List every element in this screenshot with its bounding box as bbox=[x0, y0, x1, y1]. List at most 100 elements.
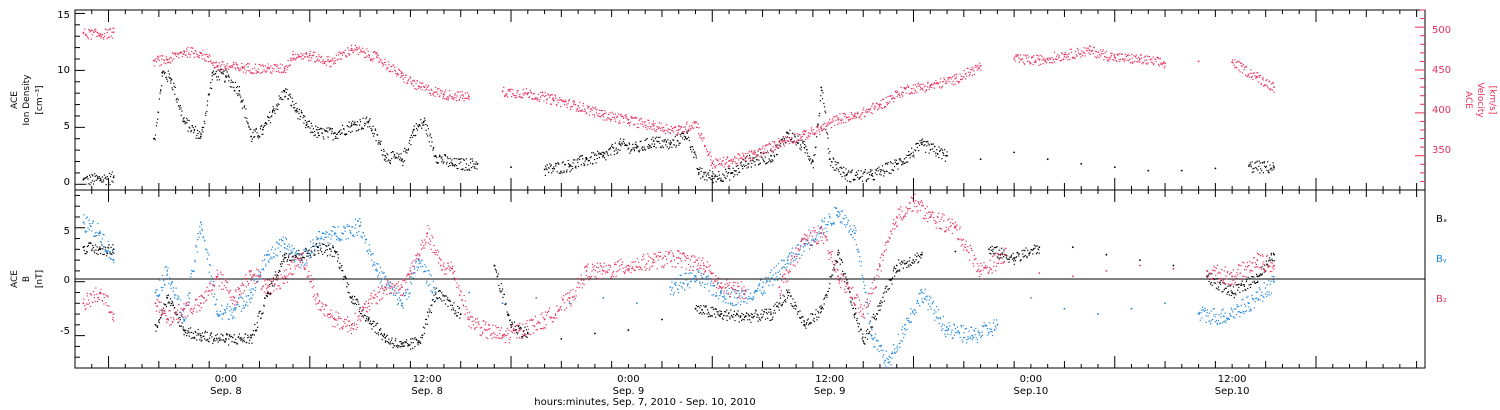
point bbox=[745, 160, 747, 162]
point bbox=[804, 144, 806, 146]
point bbox=[180, 114, 182, 116]
point bbox=[302, 256, 304, 258]
point bbox=[718, 174, 720, 176]
point bbox=[158, 59, 160, 62]
point bbox=[1240, 284, 1242, 286]
data-point bbox=[334, 250, 336, 253]
point bbox=[617, 115, 619, 117]
point bbox=[715, 308, 717, 310]
point bbox=[1234, 292, 1236, 294]
point bbox=[185, 317, 187, 319]
point bbox=[885, 291, 888, 293]
point bbox=[1144, 55, 1146, 57]
point bbox=[700, 170, 702, 172]
point bbox=[185, 54, 187, 56]
point bbox=[686, 138, 688, 140]
point bbox=[732, 167, 734, 169]
point bbox=[742, 168, 744, 170]
point bbox=[103, 253, 105, 255]
point bbox=[1067, 53, 1069, 56]
point bbox=[380, 332, 382, 335]
point bbox=[780, 146, 782, 148]
point bbox=[801, 135, 803, 137]
point bbox=[706, 150, 709, 153]
point bbox=[1140, 54, 1142, 56]
point bbox=[863, 107, 865, 109]
point bbox=[247, 337, 249, 339]
point bbox=[379, 61, 381, 63]
point bbox=[324, 61, 326, 63]
point bbox=[947, 77, 949, 79]
point bbox=[211, 79, 213, 81]
point bbox=[783, 143, 785, 145]
point bbox=[807, 137, 809, 139]
point bbox=[639, 118, 641, 120]
point bbox=[175, 312, 177, 314]
point bbox=[878, 309, 880, 312]
point bbox=[276, 66, 278, 68]
point bbox=[1106, 60, 1109, 62]
point bbox=[579, 101, 581, 103]
point bbox=[807, 135, 809, 137]
point bbox=[719, 315, 721, 317]
point bbox=[422, 334, 424, 336]
point bbox=[165, 304, 167, 306]
point bbox=[856, 173, 858, 175]
point bbox=[313, 51, 315, 53]
point bbox=[687, 130, 689, 132]
point bbox=[778, 144, 780, 147]
point bbox=[549, 163, 551, 165]
point bbox=[1133, 55, 1135, 57]
point bbox=[707, 316, 709, 318]
bottom-left-tick-minus5: -5 bbox=[60, 326, 70, 337]
point bbox=[227, 68, 230, 70]
data-point bbox=[1273, 253, 1275, 256]
point bbox=[1049, 62, 1051, 64]
point bbox=[363, 314, 365, 316]
point bbox=[298, 108, 301, 110]
point bbox=[1107, 58, 1109, 60]
point bbox=[714, 176, 716, 178]
point bbox=[669, 146, 671, 148]
point bbox=[791, 305, 793, 307]
point bbox=[447, 97, 450, 99]
point bbox=[770, 148, 772, 150]
point bbox=[886, 102, 889, 104]
data-point bbox=[241, 66, 244, 69]
point bbox=[1095, 51, 1097, 53]
point bbox=[476, 168, 478, 170]
point bbox=[327, 131, 329, 133]
point bbox=[1067, 59, 1069, 61]
point bbox=[191, 51, 193, 53]
point bbox=[757, 150, 759, 152]
point bbox=[270, 116, 272, 118]
point bbox=[284, 256, 286, 259]
point bbox=[738, 159, 740, 161]
point bbox=[199, 137, 201, 139]
point bbox=[290, 259, 292, 261]
point bbox=[1265, 84, 1267, 86]
point bbox=[1259, 75, 1262, 77]
point bbox=[1160, 62, 1162, 64]
point bbox=[201, 129, 203, 131]
point bbox=[573, 101, 576, 103]
point bbox=[324, 129, 326, 131]
point bbox=[908, 260, 910, 262]
point bbox=[802, 131, 804, 133]
point bbox=[710, 164, 712, 166]
point bbox=[836, 162, 838, 164]
point bbox=[1145, 59, 1148, 61]
point bbox=[895, 159, 897, 161]
point bbox=[274, 110, 276, 112]
point bbox=[1031, 249, 1033, 251]
point bbox=[224, 67, 226, 69]
point bbox=[162, 55, 164, 57]
point bbox=[705, 175, 707, 177]
point bbox=[804, 131, 806, 133]
data-point bbox=[199, 135, 202, 138]
point bbox=[1017, 251, 1019, 253]
point bbox=[663, 130, 665, 132]
point bbox=[1263, 162, 1265, 164]
point bbox=[813, 154, 815, 157]
point bbox=[731, 162, 733, 164]
